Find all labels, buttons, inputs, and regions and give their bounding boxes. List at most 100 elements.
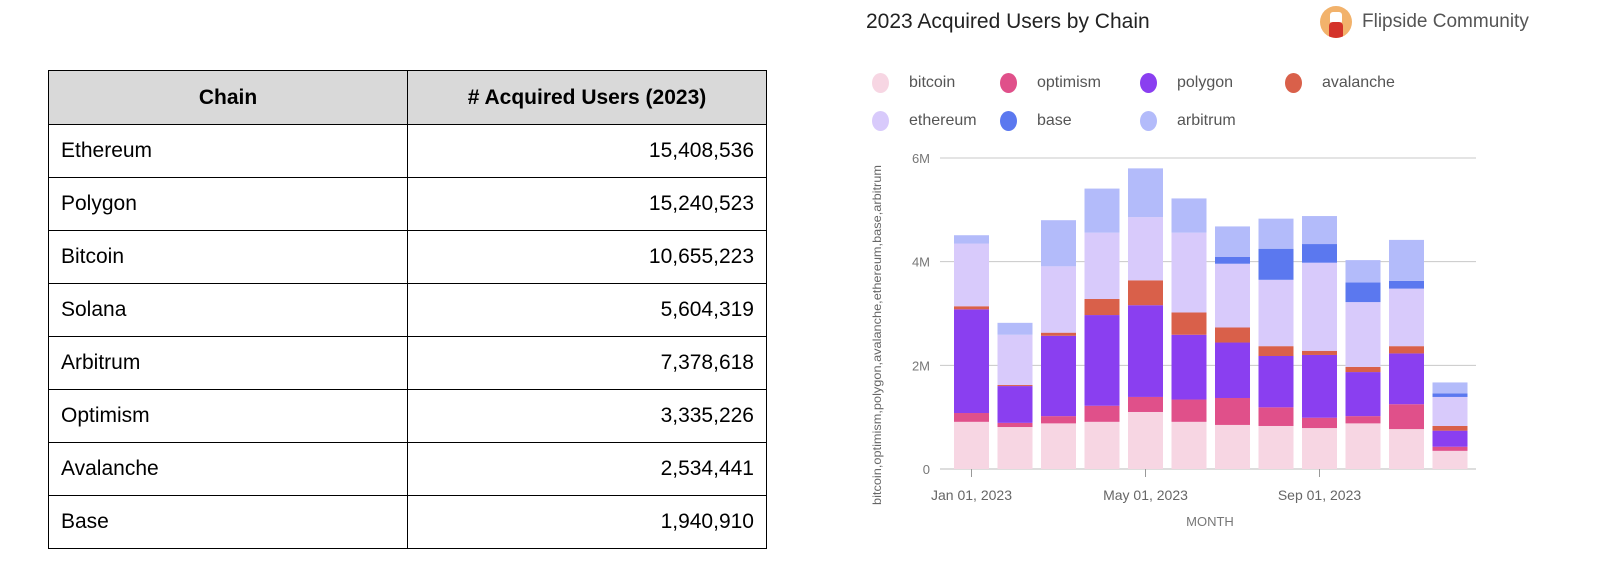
- legend-item-ethereum[interactable]: ethereum: [872, 110, 1000, 132]
- bar-segment-ethereum: [1215, 263, 1250, 328]
- legend-item-polygon[interactable]: polygon: [1140, 72, 1285, 94]
- chain-cell: Avalanche: [48, 442, 408, 496]
- bar-segment-bitcoin: [1345, 423, 1381, 469]
- legend-item-base[interactable]: base: [1000, 110, 1140, 132]
- bar-segment-arbitrum: [1258, 218, 1294, 249]
- bar-segment-arbitrum: [1302, 216, 1337, 245]
- legend-swatch: [872, 111, 889, 131]
- bar-segment-bitcoin: [1215, 424, 1250, 469]
- chart-title: 2023 Acquired Users by Chain: [866, 10, 1150, 33]
- bar-segment-optimism: [954, 413, 989, 422]
- bar-segment-ethereum: [1171, 232, 1207, 313]
- bar-segment-arbitrum: [1432, 382, 1468, 394]
- y-tick-label: 6M: [912, 151, 930, 166]
- bar-segment-arbitrum: [1171, 198, 1207, 233]
- legend-label: base: [1037, 112, 1072, 129]
- bar-segment-base: [1345, 282, 1381, 303]
- bar-segment-avalanche: [1389, 346, 1424, 354]
- bar-segment-base: [1258, 248, 1294, 280]
- bar-segment-polygon: [1389, 353, 1424, 405]
- bar-segment-avalanche: [1128, 280, 1163, 306]
- legend-label: polygon: [1177, 74, 1234, 91]
- users-cell: 2,534,441: [407, 442, 767, 496]
- bar-segment-base: [1302, 244, 1337, 263]
- legend-item-optimism[interactable]: optimism: [1000, 72, 1140, 94]
- y-tick-label: 4M: [912, 255, 930, 270]
- chain-cell: Base: [48, 495, 408, 549]
- table-header-row: Chain # Acquired Users (2023): [48, 70, 767, 125]
- acquired-users-table: Chain # Acquired Users (2023) Ethereum 15…: [48, 70, 767, 549]
- users-cell: 7,378,618: [407, 336, 767, 390]
- bar-segment-ethereum: [997, 334, 1033, 386]
- bar-segment-bitcoin: [1128, 411, 1163, 469]
- bar-segment-bitcoin: [1302, 428, 1337, 469]
- column-header-chain: Chain: [48, 70, 408, 125]
- bar-segment-avalanche: [1171, 312, 1207, 335]
- x-axis-label: MONTH: [1186, 514, 1234, 529]
- legend-swatch: [1140, 73, 1157, 93]
- chain-cell: Optimism: [48, 389, 408, 443]
- bar-segment-arbitrum: [954, 235, 989, 244]
- legend-label: ethereum: [909, 112, 977, 129]
- x-tick-label: Jan 01, 2023: [931, 487, 1012, 503]
- bar-segment-bitcoin: [997, 427, 1033, 469]
- bar-segment-avalanche: [1302, 350, 1337, 355]
- bar-segment-ethereum: [1128, 217, 1163, 281]
- bar-segment-optimism: [1302, 417, 1337, 429]
- bar-segment-avalanche: [1084, 298, 1120, 316]
- users-cell: 15,240,523: [407, 177, 767, 231]
- bar-segment-ethereum: [1345, 302, 1381, 367]
- bar-segment-optimism: [1041, 416, 1076, 424]
- bar-segment-ethereum: [1432, 396, 1468, 426]
- bar-segment-bitcoin: [1041, 423, 1076, 469]
- chain-cell: Ethereum: [48, 124, 408, 178]
- flipside-avatar-icon: [1320, 6, 1352, 38]
- users-cell: 1,940,910: [407, 495, 767, 549]
- legend-swatch: [1000, 111, 1017, 131]
- legend-item-arbitrum[interactable]: arbitrum: [1140, 110, 1285, 132]
- bar-segment-base: [1215, 257, 1250, 264]
- bar-segment-polygon: [1345, 372, 1381, 417]
- table-row: Solana 5,604,319: [48, 283, 767, 337]
- bar-segment-ethereum: [1258, 279, 1294, 347]
- legend-swatch: [1000, 73, 1017, 93]
- table-row: Optimism 3,335,226: [48, 389, 767, 443]
- bar-segment-base: [1432, 393, 1468, 397]
- bar-segment-avalanche: [954, 306, 989, 310]
- bar-segment-optimism: [1389, 404, 1424, 430]
- bar-segment-arbitrum: [997, 322, 1033, 335]
- bar-segment-arbitrum: [1084, 188, 1120, 233]
- bar-segment-polygon: [1171, 334, 1207, 400]
- legend-item-bitcoin[interactable]: bitcoin: [872, 72, 1000, 94]
- y-axis-label: bitcoin,optimism,polygon,avalanche,ether…: [870, 165, 884, 505]
- table-row: Base 1,940,910: [48, 495, 767, 549]
- users-cell: 3,335,226: [407, 389, 767, 443]
- bar-segment-bitcoin: [954, 421, 989, 469]
- legend-item-avalanche[interactable]: avalanche: [1285, 72, 1445, 94]
- bar-segment-bitcoin: [1258, 425, 1294, 469]
- bar-segment-bitcoin: [1171, 421, 1207, 469]
- bar-segment-avalanche: [1215, 327, 1250, 343]
- legend-label: optimism: [1037, 74, 1102, 91]
- bar-segment-polygon: [1128, 305, 1163, 397]
- legend-swatch: [1285, 73, 1302, 93]
- brand[interactable]: Flipside Community: [1320, 6, 1529, 38]
- bar-segment-polygon: [1302, 354, 1337, 418]
- x-tick-label: Sep 01, 2023: [1278, 487, 1362, 503]
- bar-segment-polygon: [1258, 356, 1294, 408]
- bar-segment-ethereum: [1389, 288, 1424, 347]
- bar-segment-optimism: [1258, 407, 1294, 426]
- bar-segment-avalanche: [1432, 425, 1468, 431]
- bar-segment-optimism: [1171, 399, 1207, 422]
- bar-segment-optimism: [997, 422, 1033, 428]
- bar-segment-ethereum: [1041, 266, 1076, 333]
- bar-segment-optimism: [1345, 416, 1381, 424]
- bar-segment-ethereum: [1084, 232, 1120, 299]
- legend-swatch: [1140, 111, 1157, 131]
- bar-segment-arbitrum: [1215, 226, 1250, 258]
- bar-segment-avalanche: [1041, 332, 1076, 336]
- y-tick-label: 0: [923, 462, 930, 477]
- bar-segment-bitcoin: [1432, 450, 1468, 469]
- chain-cell: Bitcoin: [48, 230, 408, 284]
